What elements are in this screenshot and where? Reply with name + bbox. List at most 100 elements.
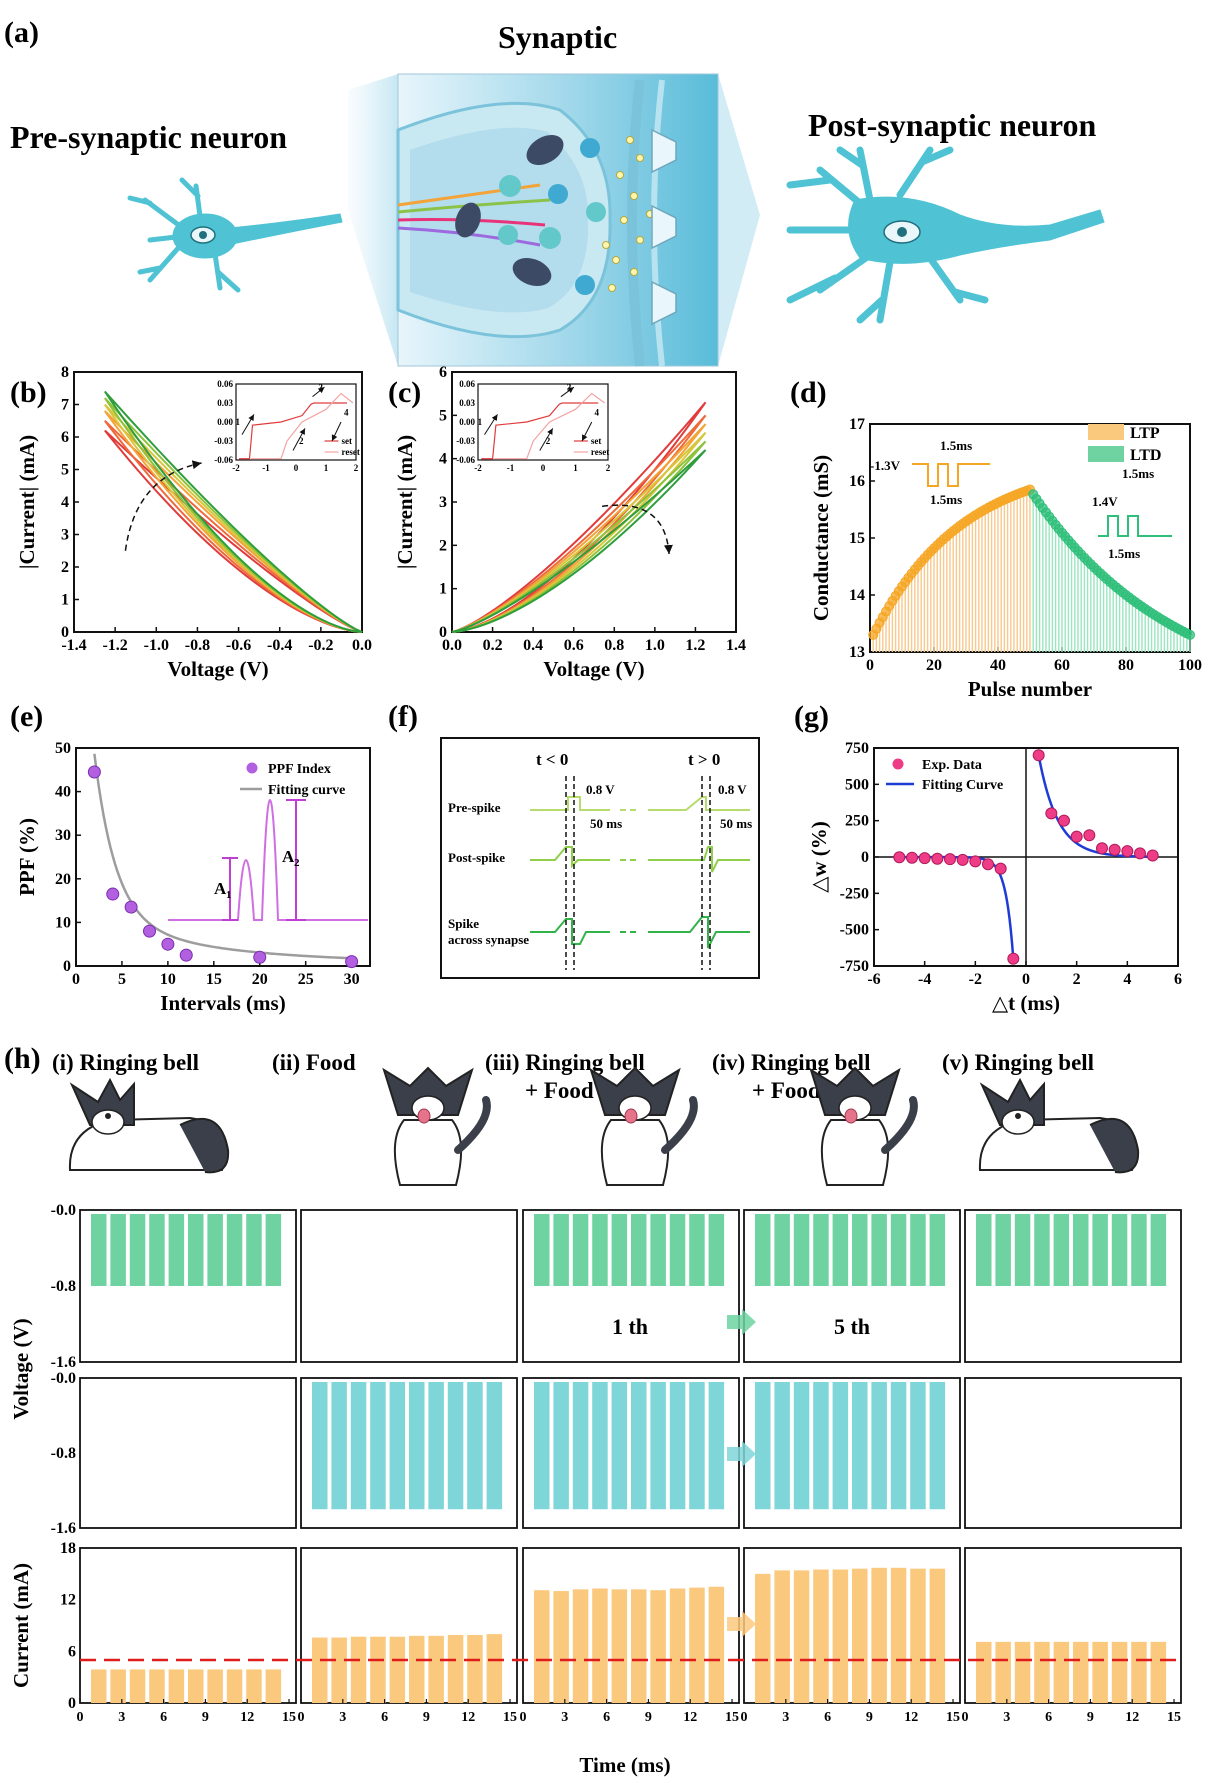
time-tick-label: 0 [741, 1710, 748, 1725]
stdp-point [1121, 845, 1134, 858]
food-pulse-bar [486, 1382, 503, 1510]
time-tick-label: 6 [381, 1710, 388, 1725]
current-bar [553, 1591, 569, 1703]
bell-pulse-bar [852, 1214, 868, 1286]
panel-d: (d) 0 20 40 60 80 100 13 14 15 16 17 Pulse number Co… [790, 376, 1202, 701]
t-neg-label: t < 0 [536, 750, 568, 769]
a2-subscript: 2 [294, 857, 300, 869]
stage-sublabel: + Food [525, 1078, 594, 1103]
bell-pulse-bar [1053, 1214, 1070, 1286]
stage-label: (v) Ringing bell [942, 1050, 1094, 1075]
dog-tail [454, 1096, 491, 1154]
food-pulse-bar [631, 1382, 647, 1510]
current-bar [976, 1641, 992, 1703]
y-tick-label: 6 [61, 429, 69, 446]
bell-pulse-bar [1111, 1214, 1128, 1286]
food-pulse-bar [331, 1382, 347, 1510]
ppf-point [87, 765, 101, 779]
food-pulse-bar [755, 1382, 771, 1510]
bell-pulse-bar [592, 1214, 608, 1286]
dog-tail [661, 1096, 698, 1154]
food-pulse-bar [774, 1382, 790, 1510]
inset-x-tick-label: -2 [232, 463, 240, 473]
x-tick-label: 0 [1022, 971, 1030, 988]
bell-pulse-bar [207, 1214, 223, 1286]
y-tick-label: 250 [845, 813, 869, 830]
current-bar [207, 1669, 223, 1703]
current-bar [631, 1589, 647, 1703]
y-tick-label: 4 [61, 494, 69, 511]
x-tick-label: 1.2 [685, 637, 705, 654]
food-pulse-bar [370, 1382, 386, 1510]
stdp-point [906, 851, 918, 864]
time-tick-label: 9 [1087, 1710, 1094, 1725]
food-pulse-bar [447, 1382, 464, 1510]
y-tick-label: 17 [849, 416, 865, 433]
panel-letter-h: (h) [4, 1042, 41, 1075]
inset-x-tick-label: 2 [606, 463, 611, 473]
current-bar [871, 1567, 887, 1703]
voltage-axis-label: Voltage (V) [9, 1318, 33, 1419]
bell-pulse-bar [871, 1214, 887, 1286]
y-tick-label: 3 [61, 527, 69, 544]
x-tick-label: -1.2 [102, 637, 127, 654]
bell-pulse-bar [832, 1214, 849, 1286]
current-bar [389, 1636, 406, 1703]
stdp-point [1083, 829, 1096, 842]
x-tick-label: 1.0 [645, 637, 665, 654]
current-bar [774, 1570, 790, 1703]
bell-pulse-bar [91, 1214, 107, 1286]
stage-sublabel: + Food [752, 1078, 821, 1103]
stdp-fit-pos [1037, 755, 1153, 858]
dog-tongue [624, 1108, 638, 1124]
bell-pulse-bar [1092, 1214, 1108, 1286]
x-axis-label: Voltage (V) [543, 657, 644, 681]
legend-ppf: PPF Index [268, 762, 331, 777]
pre-v-label-1: 0.8 V [586, 782, 615, 797]
stdp-point [1045, 807, 1058, 820]
current-tick-label: 6 [68, 1643, 76, 1660]
inset-sweep-arrow [539, 428, 554, 451]
time-tick-label: 3 [118, 1710, 125, 1725]
panel-g: (g) -6 -4 -2 0 2 4 6 750 500 250 0 -250 -500 -750 △t (… [794, 700, 1182, 1015]
current-bar [669, 1588, 686, 1703]
inset-frame [235, 383, 357, 461]
x-tick-label: 0 [866, 657, 874, 674]
current-bar [650, 1590, 666, 1703]
iv-curve [104, 420, 363, 633]
x-tick-label: -6 [867, 971, 880, 988]
panel-letter-e: (e) [10, 700, 43, 733]
current-bar [1034, 1641, 1050, 1703]
x-tick-label: 2 [1073, 971, 1081, 988]
food-pulse-bar [553, 1382, 569, 1510]
bell-pulse-bar [1073, 1214, 1089, 1286]
plot-frame [75, 747, 371, 967]
inset-x-tick-label: 2 [354, 463, 359, 473]
time-tick-label: 12 [1125, 1710, 1139, 1725]
dog-head [382, 1066, 474, 1116]
voltage-tick-label: -0.0 [51, 1370, 76, 1387]
food-pulse-bar [689, 1382, 705, 1510]
inset-arrow-number: 3 [567, 382, 572, 392]
stdp-point [944, 853, 956, 866]
current-bar [572, 1589, 589, 1703]
x-tick-label: 10 [160, 971, 176, 988]
food-pulse-bar [871, 1382, 887, 1510]
y-tick-label: 30 [55, 827, 71, 844]
panel-letter-b: (b) [10, 376, 47, 409]
food-voltage-frame [964, 1377, 1182, 1529]
bell-pulse-bar [890, 1214, 907, 1286]
bell-pulse-bar [910, 1214, 926, 1286]
time-tick-label: 9 [866, 1710, 873, 1725]
ltd-width-label: 1.5ms [1122, 466, 1154, 481]
legend-ltp-swatch [1088, 424, 1124, 440]
conductance-point [1185, 629, 1195, 640]
panel-a: (a) Synaptic Pre-synaptic neuron Post-sy… [4, 16, 1105, 367]
spike-waveforms [530, 796, 750, 949]
dog-excited-icon [809, 1066, 918, 1186]
bell-pulse-bar [149, 1214, 165, 1286]
inset-arrow-number: 2 [299, 436, 304, 446]
current-bar [890, 1567, 907, 1703]
panel-f: (f) t < 0 t > 0 0.8 V 0.8 V 50 ms 50 ms … [388, 700, 760, 979]
food-pulse-bar [669, 1382, 686, 1510]
